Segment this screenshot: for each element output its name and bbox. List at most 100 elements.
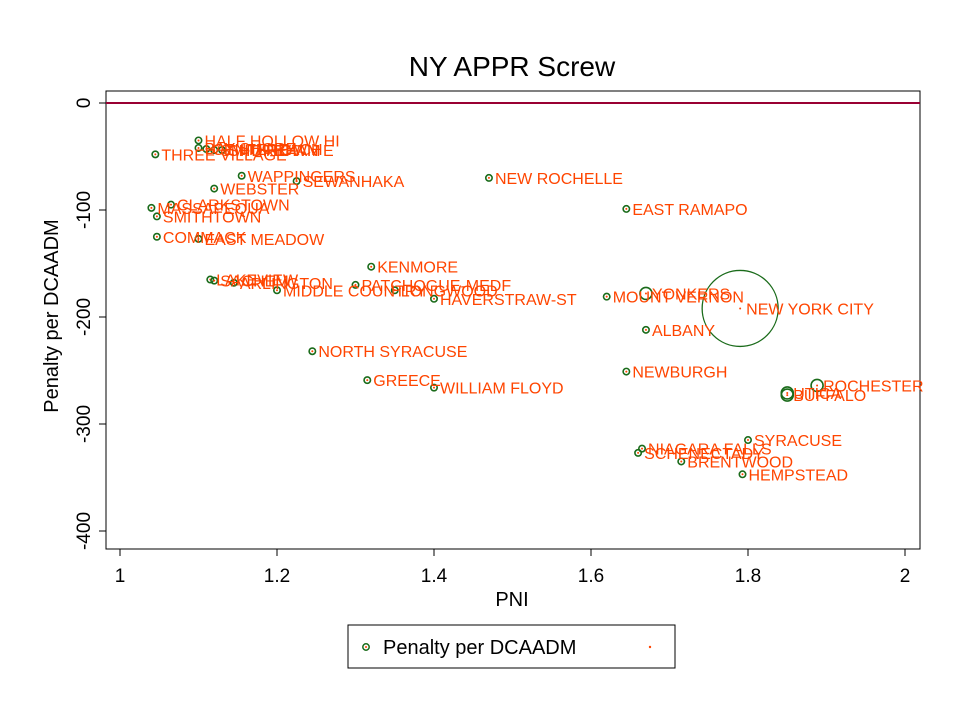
point-label: MOUNT VERNON [613, 290, 744, 307]
y-tick-label: -400 [74, 512, 95, 550]
point-label: UTICA [793, 386, 841, 403]
y-tick-label: -100 [74, 191, 95, 229]
data-point [638, 444, 647, 453]
point-label: GREECE [373, 373, 441, 390]
point-label: BUFFALO [793, 388, 866, 405]
point-label: SEWANHAKA [303, 174, 405, 191]
data-point [351, 280, 360, 289]
data-point [622, 204, 631, 213]
data-point-center [213, 279, 216, 282]
data-point [429, 294, 438, 303]
data-point [206, 275, 215, 284]
data-point-center [644, 292, 647, 295]
data-point-center [786, 394, 789, 397]
data-point [210, 276, 219, 285]
y-tick-label: -300 [74, 405, 95, 443]
data-point-center [644, 328, 647, 331]
legend-box [347, 624, 676, 669]
legend-label-1: Penalty per DCAADM [383, 637, 576, 659]
point-label: KENMORE [377, 260, 458, 277]
point-label: PATCHOGUE-MEDF [362, 278, 512, 295]
data-point [151, 150, 160, 159]
y-axis: -400 -300 -200 -100 0 [74, 98, 106, 550]
data-point [634, 448, 643, 457]
data-point-center [232, 281, 235, 284]
data-point-center [433, 386, 435, 389]
point-label: NEW ROCHELLE [495, 171, 623, 188]
data-point [677, 457, 686, 466]
data-point [147, 203, 156, 212]
data-point-center [741, 473, 744, 476]
data-point-center [205, 148, 208, 151]
data-point-center [155, 235, 158, 238]
point-label: ROCHESTER [823, 378, 923, 395]
point-label: NEWBURGH [632, 365, 727, 382]
data-point [237, 171, 246, 180]
data-point [743, 436, 752, 445]
y-axis-label: Penalty per DCAADM [41, 219, 63, 412]
data-point [272, 286, 281, 295]
data-point [738, 470, 747, 479]
y-tick-label: 0 [74, 98, 95, 109]
data-point [641, 325, 650, 334]
point-label: CENTEREACH [212, 142, 322, 159]
data-point-center [487, 176, 490, 179]
data-point [202, 145, 211, 154]
data-point-center [197, 146, 200, 149]
data-point [229, 278, 238, 287]
data-point [308, 347, 317, 356]
data-point [292, 177, 301, 186]
data-point-center [370, 265, 373, 268]
point-label: NEW YORK CITY [746, 301, 874, 318]
point-label: ARLINGTON [240, 276, 333, 293]
data-point-center [154, 153, 157, 156]
chart-title: NY APPR Screw [409, 51, 616, 82]
data-point-center [747, 439, 749, 442]
point-label: SACHEM [220, 274, 288, 291]
point-label: HAVERSTRAW-ST [440, 292, 577, 309]
data-point-center [641, 447, 644, 450]
data-point [602, 292, 611, 301]
point-label: MASSAPEQUA [157, 201, 269, 218]
point-label: SYRACUSE [754, 433, 842, 450]
point-label: YONKERS [652, 286, 730, 303]
point-label: SMITHTOWN [163, 209, 261, 226]
data-point-center [354, 283, 357, 286]
point-label: WILLIAM FLOYD [440, 381, 564, 398]
data-point [218, 146, 227, 155]
point-label: NORTH SYRACUSE [318, 344, 467, 361]
data-point [780, 388, 795, 402]
data-points [147, 136, 824, 479]
x-axis: 1 1.2 1.4 1.6 1.8 2 [115, 549, 910, 587]
x-tick-label: 1 [115, 566, 126, 587]
data-point [639, 286, 653, 301]
data-point-center [739, 307, 742, 310]
data-point-center [197, 237, 200, 240]
data-point-center [680, 460, 683, 463]
data-point-center [197, 139, 200, 142]
point-label: WAPPINGERS [248, 169, 356, 186]
data-point-center [240, 174, 243, 177]
legend-marker-circle [362, 643, 370, 651]
data-point-center [221, 149, 224, 152]
point-label: SHOREHAM [228, 143, 320, 160]
point-label: LONGWOOD [401, 283, 498, 300]
x-tick-label: 1.6 [578, 566, 604, 587]
data-point [363, 376, 372, 385]
data-point-center [816, 384, 819, 387]
data-point [194, 143, 203, 152]
data-point [367, 262, 376, 271]
data-point-center [393, 289, 396, 292]
point-label: NIAGARA FALLS [648, 442, 772, 459]
point-label: HALF HOLLOW HI [205, 133, 340, 150]
x-tick-label: 1.8 [735, 566, 761, 587]
point-label: SMITHTOWN E [220, 143, 333, 160]
data-point [429, 383, 438, 392]
data-point-center [311, 350, 314, 353]
point-label: LAKEVIEW [216, 273, 299, 290]
point-label: SCHENECTADY [644, 446, 764, 463]
data-point [701, 269, 779, 348]
data-point [810, 378, 824, 393]
point-label: EAST MEADOW [205, 232, 326, 249]
